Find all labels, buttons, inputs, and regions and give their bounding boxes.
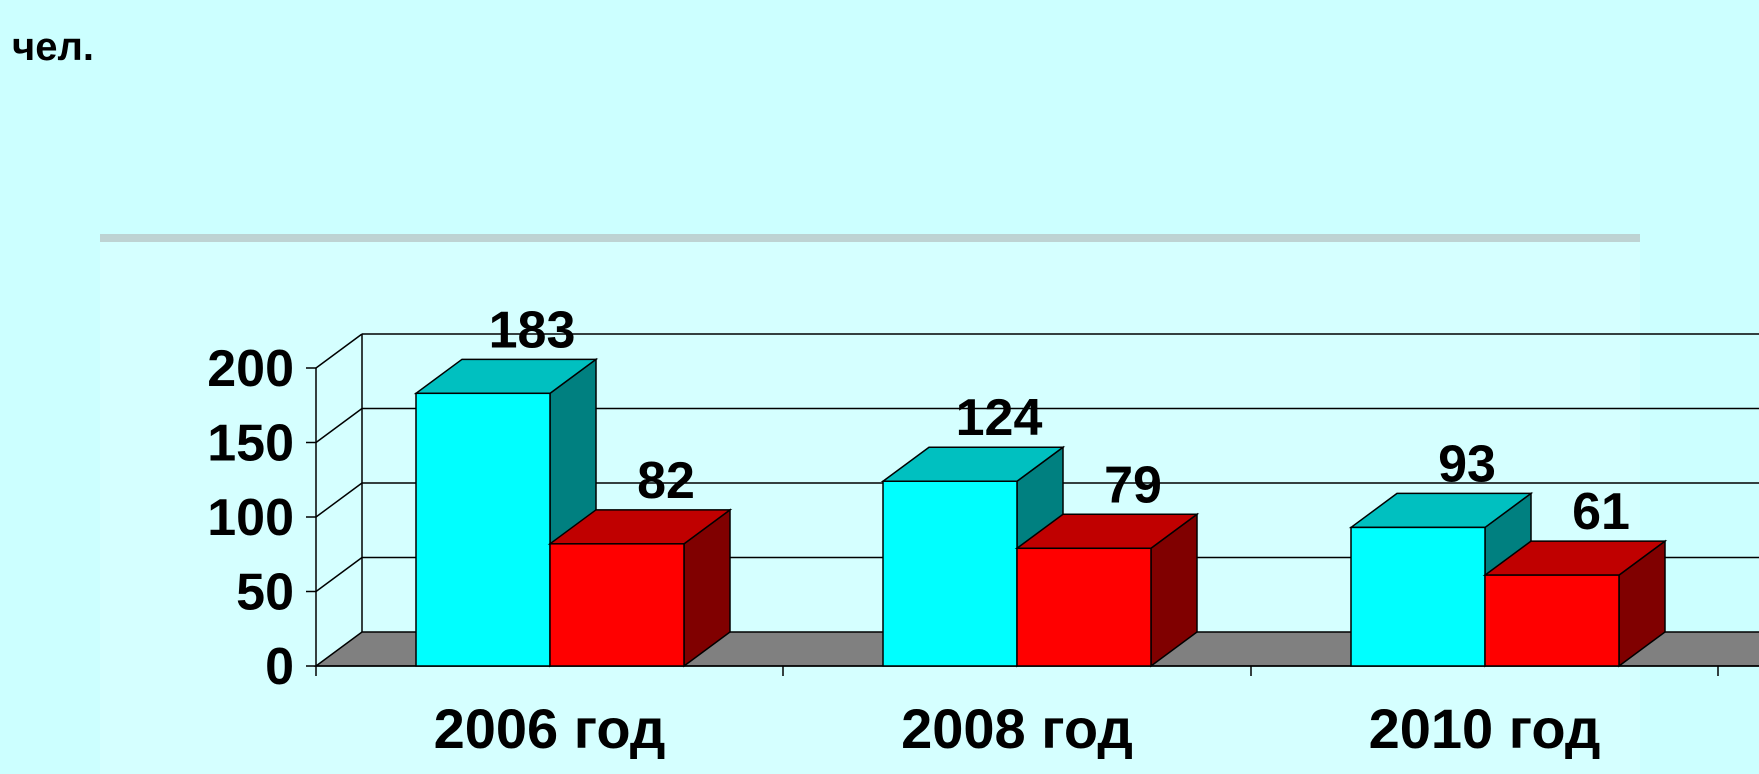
data-label: 79 — [1104, 456, 1162, 514]
bar-front-face — [1350, 526, 1486, 667]
y-tick-label: 100 — [207, 489, 294, 547]
bar-front-face — [1484, 574, 1620, 667]
gridline-side — [315, 333, 363, 369]
bar-front-face — [1016, 547, 1152, 667]
bar-s2-2 — [1014, 512, 1200, 668]
y-tick-label: 200 — [207, 340, 294, 398]
bar-front-face — [549, 543, 685, 667]
bar-s2-3 — [1482, 539, 1668, 668]
data-label: 82 — [637, 452, 695, 510]
data-label: 61 — [1572, 483, 1630, 541]
bars-layer — [413, 357, 1668, 668]
y-axis-unit-label: чел. — [12, 25, 94, 69]
bar-s2-1 — [547, 508, 733, 668]
y-tick-label: 50 — [236, 564, 294, 622]
x-category-label: 2010 год — [1369, 697, 1601, 760]
gridline-side — [315, 482, 363, 518]
labels-layer: 0 50 100 150 200 183 82 2006 год 124 79 2008 год 93… — [207, 301, 1630, 760]
x-category-label: 2008 год — [901, 697, 1133, 760]
gridline-side — [315, 556, 363, 593]
y-tick-label: 150 — [207, 415, 294, 473]
data-label: 183 — [489, 301, 576, 359]
data-label: 93 — [1438, 435, 1496, 493]
gridline-side — [315, 407, 363, 444]
x-category-label: 2006 год — [434, 697, 666, 760]
y-tick-label: 0 — [265, 638, 294, 696]
bar-front-face — [415, 392, 551, 667]
bar-front-face — [882, 480, 1018, 667]
data-label: 124 — [956, 389, 1043, 447]
overlay-panel-edge — [100, 234, 1640, 242]
